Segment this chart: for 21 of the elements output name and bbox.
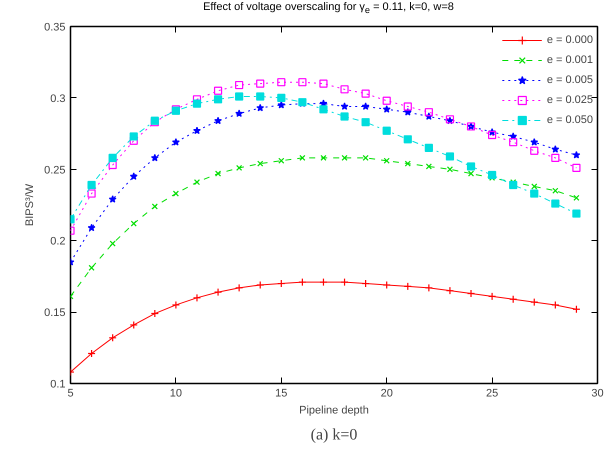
y-tick-label: 0.2 xyxy=(50,236,66,248)
x-axis-title: Pipeline depth xyxy=(299,404,369,416)
y-tick-label: 0.15 xyxy=(44,307,66,320)
y-tick-label: 0.35 xyxy=(44,22,66,34)
x-tick-label: 25 xyxy=(486,388,498,400)
x-tick-label: 10 xyxy=(170,388,182,400)
chart-title: Effect of voltage overscaling for γ$_{e}$ = 0.11, k=0, w=8 xyxy=(203,0,454,18)
y-tick-label: 0.3 xyxy=(50,92,66,105)
x-tick-label: 15 xyxy=(275,388,288,400)
legend-label: e = 0.025 xyxy=(546,94,593,106)
y-tick-label: 0.25 xyxy=(44,164,66,176)
text: (a) k=0 xyxy=(310,426,358,444)
legend-label: e = 0.050 xyxy=(546,114,593,126)
legend-label: e = 0.000 xyxy=(546,34,593,46)
legend-label: e = 0.001 xyxy=(546,54,593,66)
y-tick-label: 0.1 xyxy=(50,378,66,390)
x-tick-label: 30 xyxy=(591,388,604,400)
y-axis-title: BIPS³/W xyxy=(24,183,36,226)
x-tick-label: 5 xyxy=(67,388,74,400)
x-tick-label: 20 xyxy=(380,388,393,400)
legend-label: e = 0.005 xyxy=(546,74,593,86)
